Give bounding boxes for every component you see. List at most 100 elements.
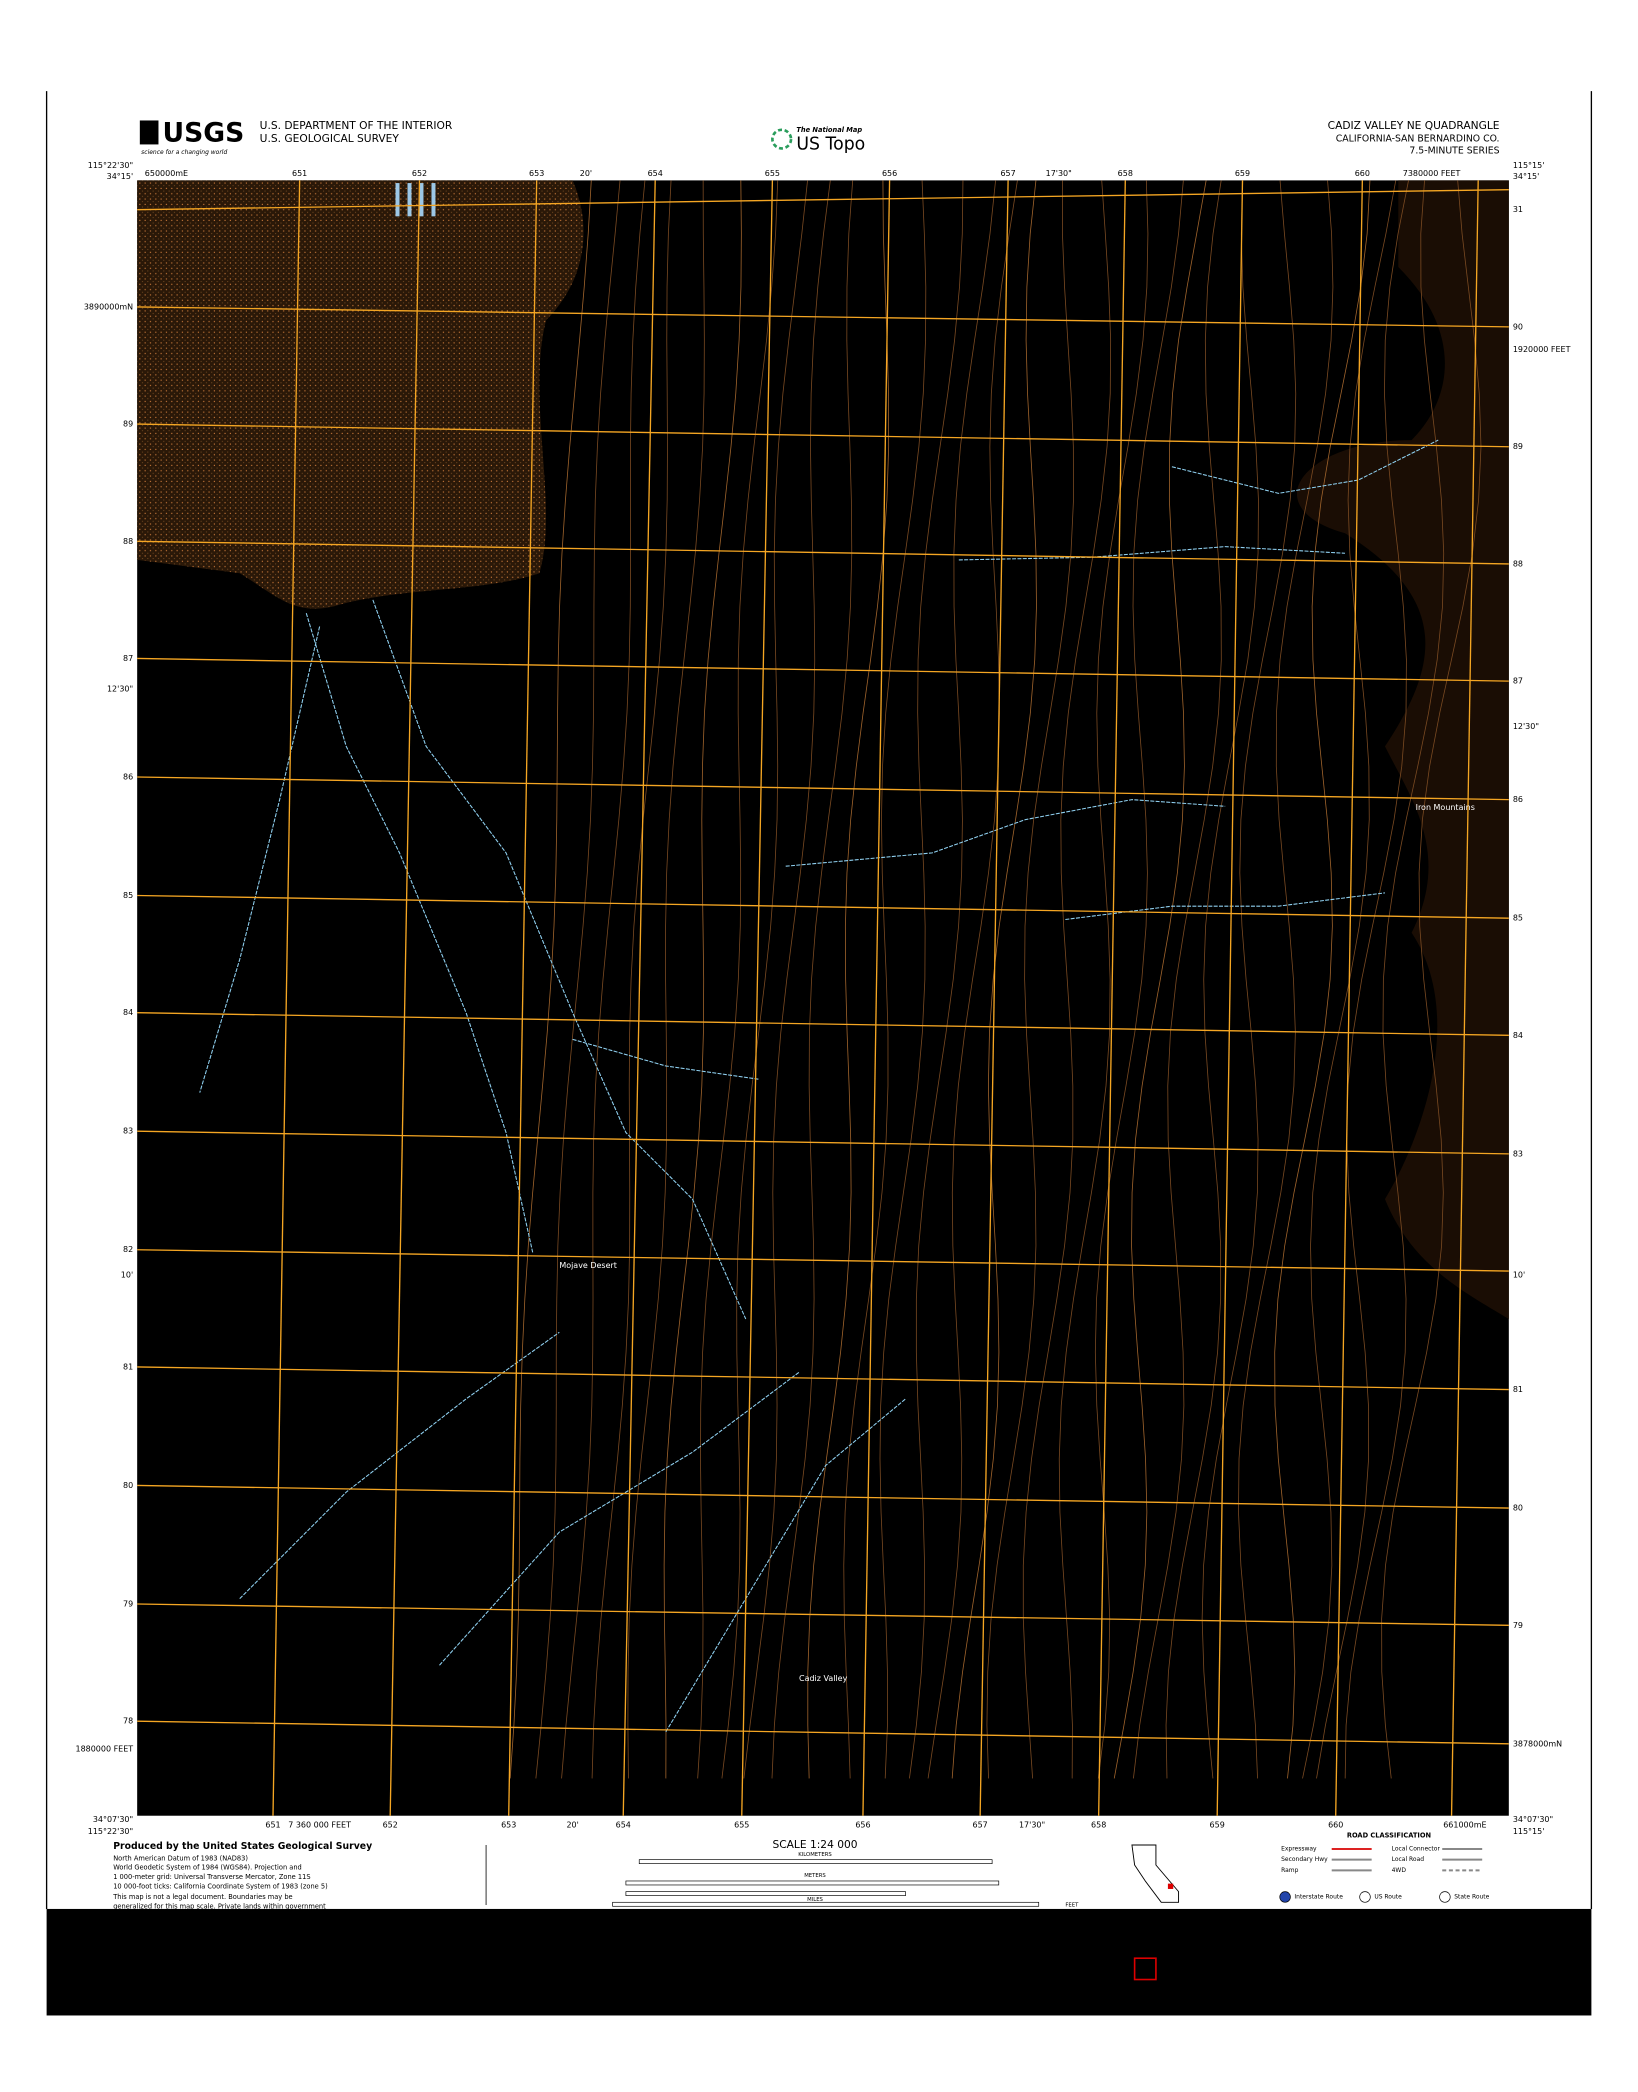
grid-line xyxy=(389,180,421,1816)
grid-label: 656 xyxy=(882,169,897,178)
grid-label: 20' xyxy=(566,1821,578,1830)
contour xyxy=(1316,180,1409,1779)
grid-label: 1920000 FEET xyxy=(1513,345,1571,354)
contour xyxy=(743,180,831,1779)
header: USGS science for a changing world U.S. D… xyxy=(139,117,1500,157)
contour xyxy=(1344,180,1445,1779)
department: U.S. DEPARTMENT OF THE INTERIOR xyxy=(260,119,453,132)
grid-label: 17'30" xyxy=(1046,169,1072,178)
grid-label: 655 xyxy=(765,169,780,178)
grid-line xyxy=(508,180,538,1816)
grid-line xyxy=(137,423,1509,448)
grid-label: 12'30" xyxy=(1513,722,1539,731)
route-symbol xyxy=(1279,1891,1291,1903)
grid-line xyxy=(137,540,1509,565)
note: World Geodetic System of 1984 (WGS84). P… xyxy=(113,1864,302,1872)
route-label: US Route xyxy=(1374,1893,1402,1900)
grid-label: 78 xyxy=(123,1717,133,1726)
grid-label: 652 xyxy=(383,1821,398,1830)
contour xyxy=(509,180,592,1779)
grid-line xyxy=(979,180,1009,1816)
note: 1 000-meter grid: Universal Transverse M… xyxy=(113,1873,310,1881)
grid-label: 83 xyxy=(123,1127,133,1136)
grid-label: 86 xyxy=(123,772,133,781)
grid-label: 7380000 FEET xyxy=(1403,169,1461,178)
grid-line xyxy=(137,306,1509,328)
grid-label: 86 xyxy=(1513,795,1523,804)
corner-label: 115°15' xyxy=(1513,161,1545,170)
grid-label: 10' xyxy=(121,1271,133,1280)
corner-label: 34°15' xyxy=(107,172,134,181)
stream xyxy=(958,546,1346,561)
grid-label: 85 xyxy=(1513,914,1523,923)
contour xyxy=(627,180,705,1779)
grid-label: 88 xyxy=(123,537,133,546)
grid-label: 656 xyxy=(855,1821,870,1830)
stream xyxy=(372,599,747,1320)
grid-label: 1880000 FEET xyxy=(75,1745,133,1754)
grid-label: 657 xyxy=(973,1821,988,1830)
note: This map is not a legal document. Bounda… xyxy=(112,1893,292,1901)
survey: U.S. GEOLOGICAL SURVEY xyxy=(260,132,400,145)
grid-line xyxy=(741,180,774,1816)
road-label: Expressway xyxy=(1281,1846,1317,1853)
grid-line xyxy=(1097,180,1126,1816)
grid-line xyxy=(137,1603,1509,1626)
grid-label: 17'30" xyxy=(1019,1821,1045,1830)
stream xyxy=(785,799,1226,867)
grid-label: 658 xyxy=(1091,1821,1106,1830)
grid-line xyxy=(272,180,301,1816)
contour xyxy=(1022,180,1112,1779)
grid-label: 85 xyxy=(123,891,133,900)
grid-label: 87 xyxy=(123,654,133,663)
road-label: Local Connector xyxy=(1392,1846,1441,1853)
grid-label: 87 xyxy=(1513,677,1523,686)
grid-label: 84 xyxy=(123,1008,133,1017)
contour xyxy=(771,180,854,1779)
grid-label: 79 xyxy=(123,1599,133,1608)
grid-line xyxy=(137,1012,1509,1037)
grid-label: 84 xyxy=(1513,1031,1523,1040)
grid-label: 654 xyxy=(616,1821,631,1830)
grid-label: 652 xyxy=(412,169,427,178)
grid-label: 654 xyxy=(648,169,663,178)
stream xyxy=(239,1331,560,1600)
corner-label: 34°15' xyxy=(1513,172,1540,181)
grid-label: 79 xyxy=(1513,1621,1523,1630)
grid-line xyxy=(137,1130,1509,1155)
grid-line xyxy=(1335,180,1364,1816)
road-label: 4WD xyxy=(1392,1867,1407,1874)
contour xyxy=(1274,180,1371,1779)
contour xyxy=(1113,180,1207,1779)
note: generalized for this map scale. Private … xyxy=(113,1902,326,1910)
stream xyxy=(665,1398,906,1733)
grid-label: 81 xyxy=(123,1362,133,1371)
contour xyxy=(1201,180,1297,1779)
footer: Produced by the United States Geological… xyxy=(112,1832,1489,1911)
grid-line xyxy=(137,189,1509,211)
grid-line xyxy=(137,1720,1509,1745)
grid-line xyxy=(137,657,1509,682)
grid-line xyxy=(622,180,656,1816)
grid-label: 660 xyxy=(1355,169,1370,178)
stream xyxy=(572,1038,760,1080)
grid-label: 657 xyxy=(1000,169,1015,178)
place-label: Mojave Desert xyxy=(559,1261,617,1270)
contour xyxy=(986,180,1074,1779)
contour xyxy=(879,180,964,1779)
contour xyxy=(951,180,1037,1779)
grid-label: 89 xyxy=(1513,442,1523,451)
map-body xyxy=(137,180,1509,1816)
corner-label: 34°07'30" xyxy=(1513,1815,1553,1824)
national-map: The National Map xyxy=(796,126,862,134)
grid-label: 80 xyxy=(123,1481,133,1490)
grid-line xyxy=(137,1249,1509,1272)
road-label: Secondary Hwy xyxy=(1281,1856,1328,1863)
road-label: Local Road xyxy=(1392,1856,1425,1863)
grid-label: 89 xyxy=(123,420,133,429)
contour xyxy=(591,180,672,1779)
grid-line xyxy=(137,776,1509,801)
grid-label: 3878000mN xyxy=(1513,1739,1562,1748)
contour xyxy=(561,180,646,1779)
